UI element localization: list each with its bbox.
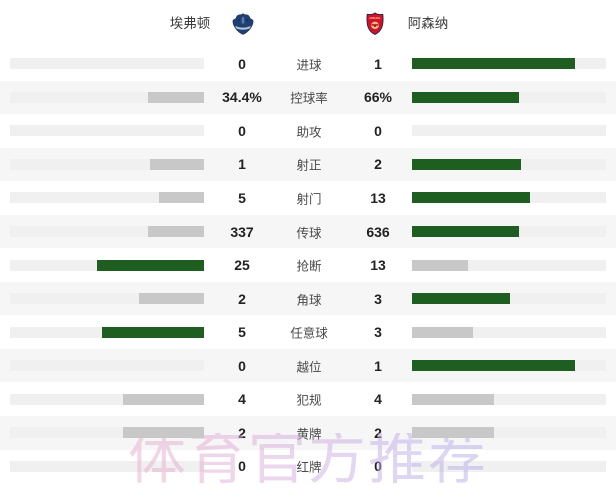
svg-text:ARSENAL: ARSENAL [369,17,381,20]
